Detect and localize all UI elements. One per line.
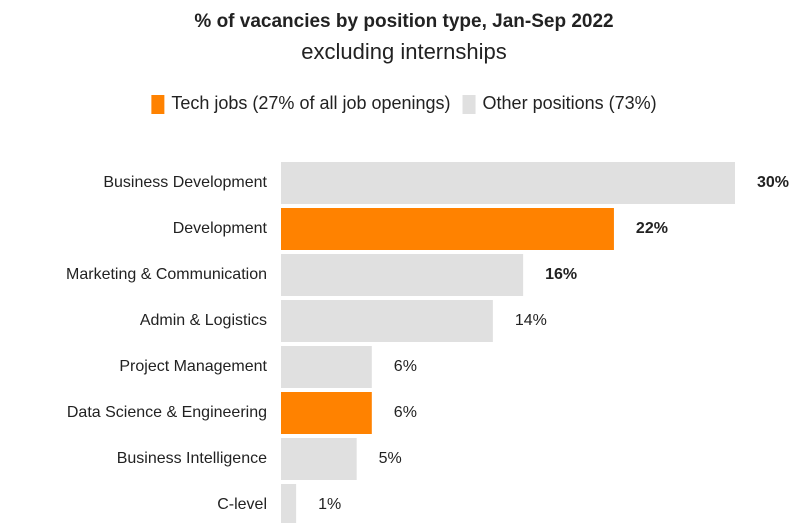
legend-swatch <box>462 95 476 114</box>
legend-label: Other positions (73%) <box>483 93 657 113</box>
category-label: Development <box>173 220 268 237</box>
category-label: Data Science & Engineering <box>67 404 267 421</box>
category-label: Project Management <box>119 358 267 375</box>
bar <box>281 438 357 480</box>
chart-title: % of vacancies by position type, Jan-Sep… <box>194 11 613 32</box>
value-label: 30% <box>757 174 789 191</box>
bar <box>281 254 524 296</box>
category-label: Business Intelligence <box>117 450 267 467</box>
value-label: 6% <box>394 404 417 421</box>
value-label: 16% <box>545 266 577 283</box>
bar <box>281 162 735 204</box>
value-label: 14% <box>515 312 547 329</box>
legend-label: Tech jobs (27% of all job openings) <box>171 93 450 113</box>
bar <box>281 346 372 388</box>
category-label: Marketing & Communication <box>66 266 267 283</box>
bar <box>281 484 297 523</box>
value-label: 6% <box>394 358 417 375</box>
category-label: Business Development <box>103 174 267 191</box>
chart-subtitle: excluding internships <box>301 39 506 64</box>
category-label: Admin & Logistics <box>140 312 267 329</box>
bar <box>281 300 493 342</box>
category-label: C-level <box>217 496 267 513</box>
legend-swatch <box>151 95 165 114</box>
value-label: 22% <box>636 220 668 237</box>
value-label: 1% <box>318 496 341 513</box>
bar <box>281 208 614 250</box>
bar <box>281 392 372 434</box>
value-label: 5% <box>379 450 402 467</box>
